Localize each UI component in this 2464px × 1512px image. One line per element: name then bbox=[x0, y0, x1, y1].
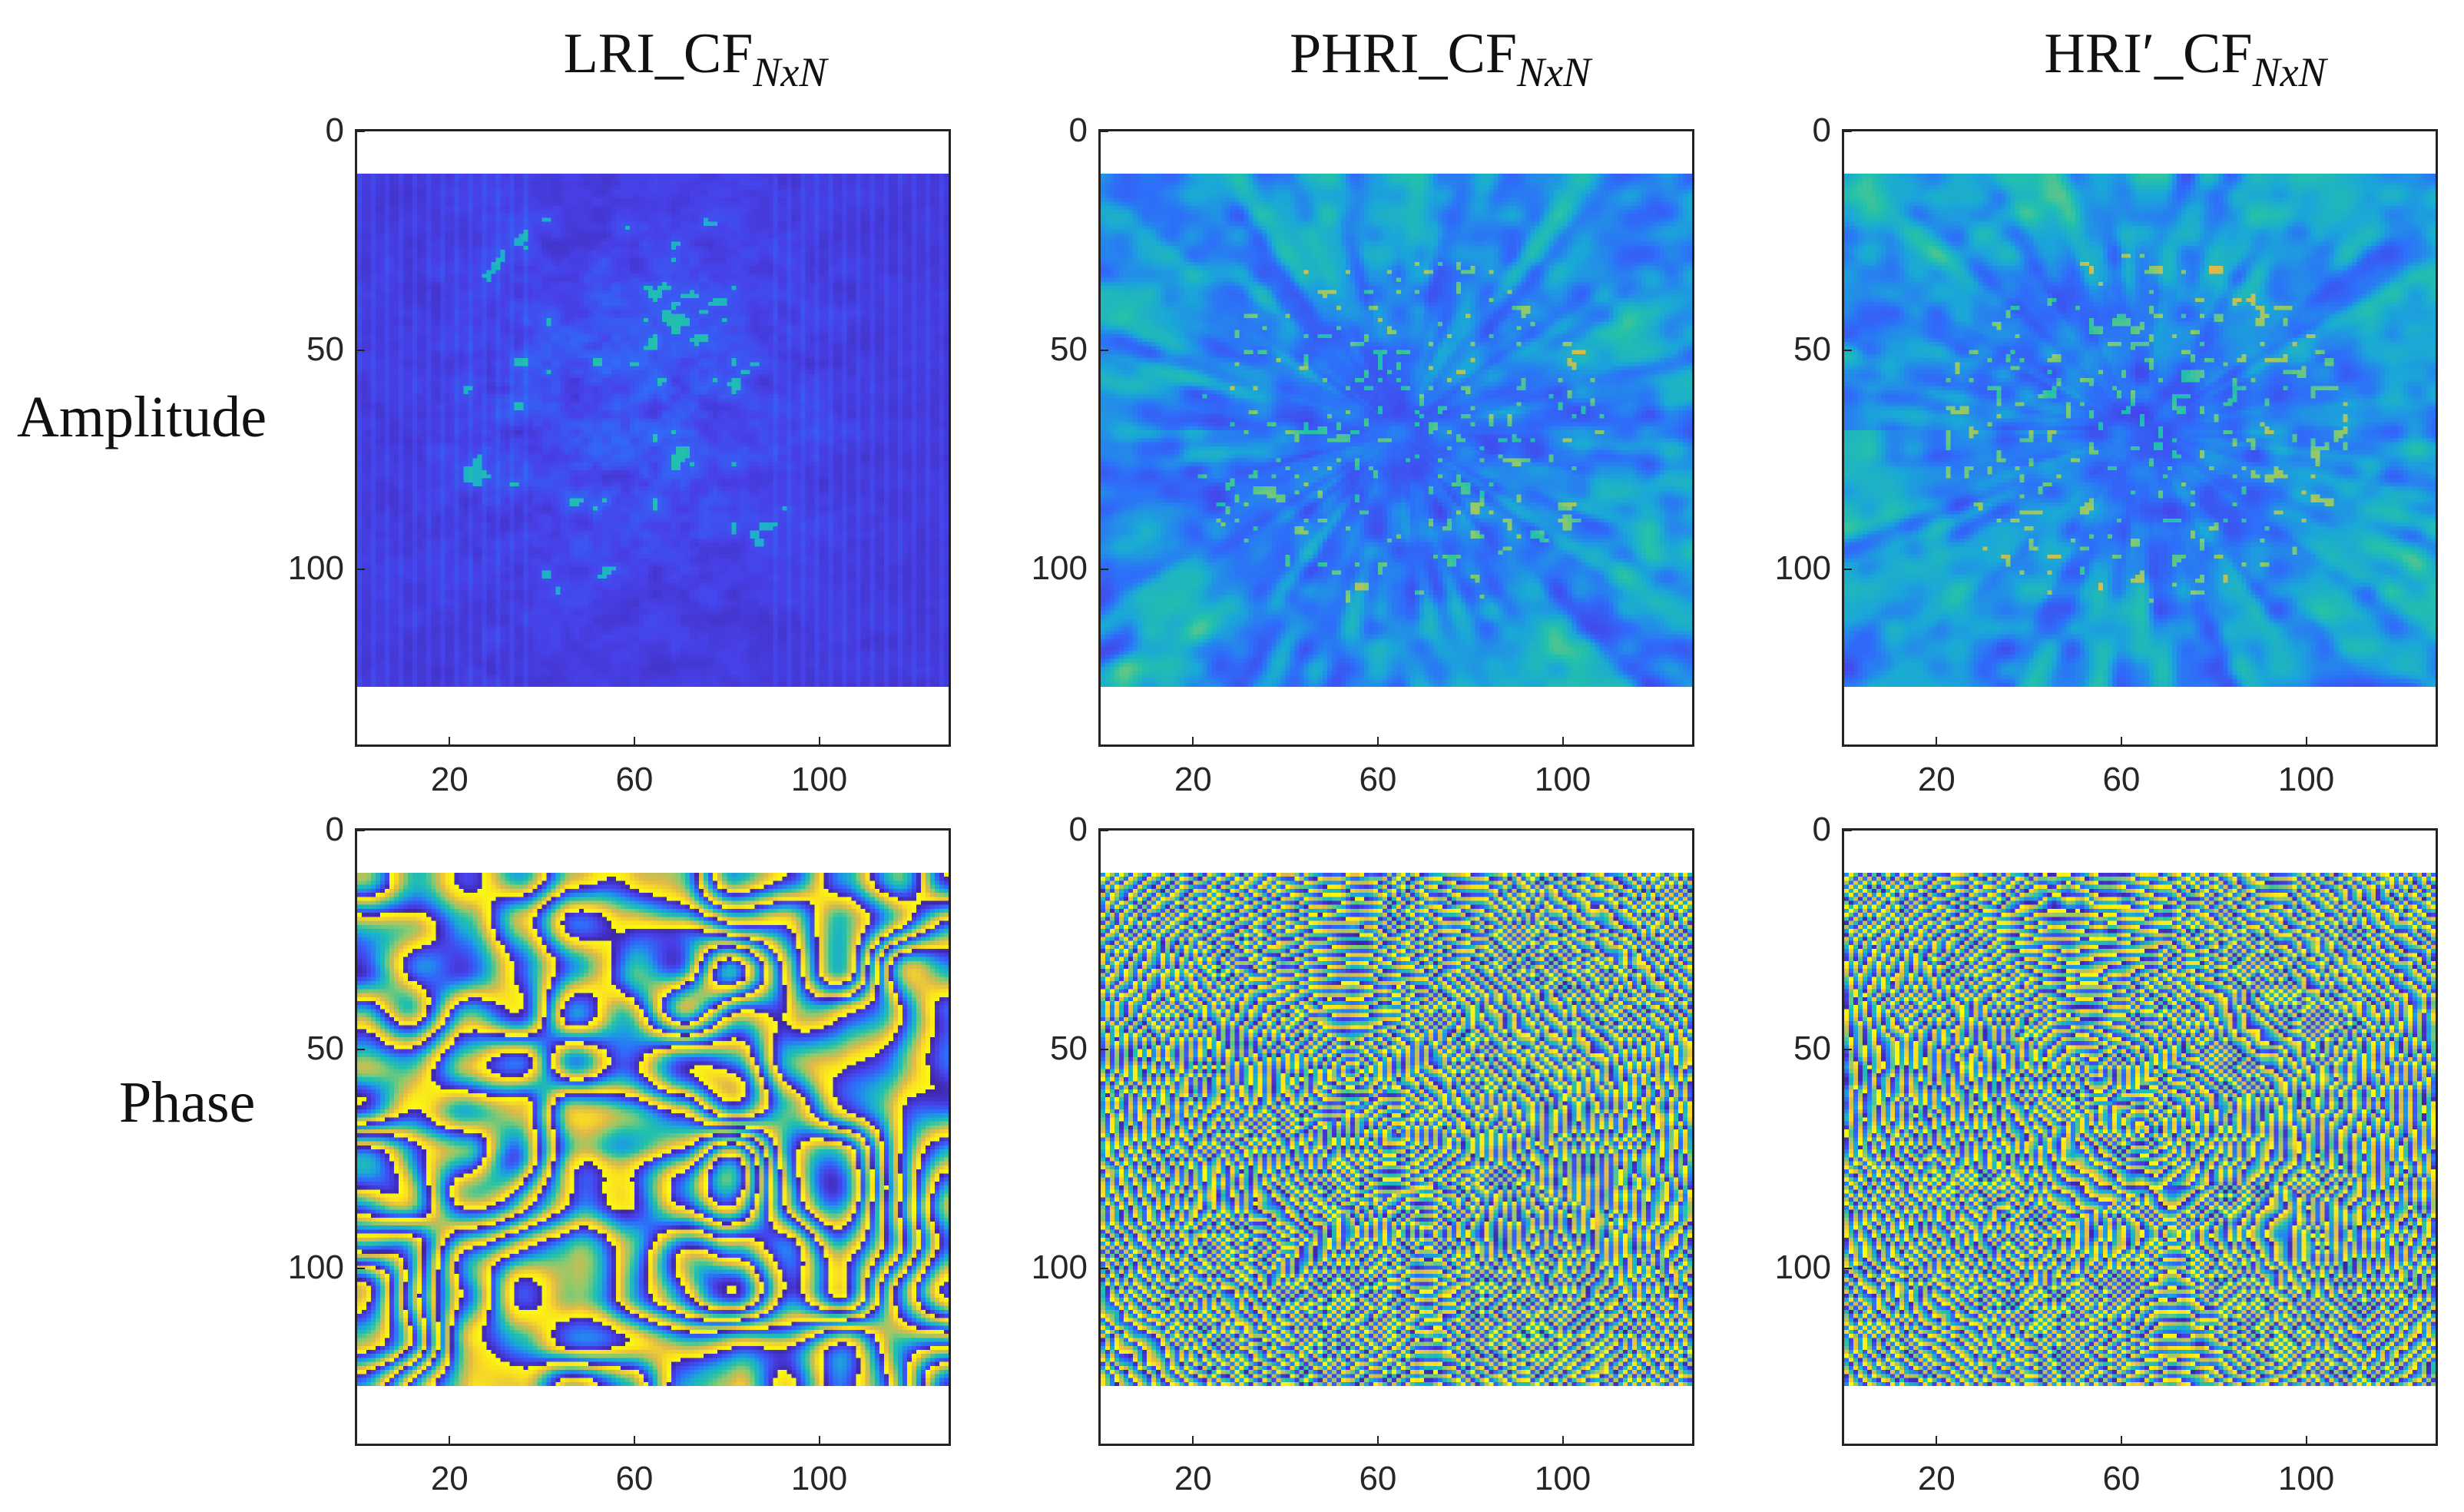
y-tick-mark bbox=[1844, 1268, 1852, 1269]
x-tick-label: 100 bbox=[1534, 1460, 1591, 1497]
heatmap-image bbox=[357, 174, 949, 687]
x-tick-mark bbox=[818, 1436, 820, 1444]
heatmap-panel-phase-3 bbox=[1842, 828, 2438, 1446]
heatmap-panel-phase-2 bbox=[1098, 828, 1694, 1446]
x-tick-mark bbox=[818, 737, 820, 744]
x-tick-label: 100 bbox=[2277, 1460, 2335, 1497]
y-tick-label: 0 bbox=[1812, 811, 1831, 848]
x-tick-mark bbox=[2120, 737, 2122, 744]
x-tick-mark bbox=[2120, 1436, 2122, 1444]
x-tick-mark bbox=[2305, 1436, 2307, 1444]
x-tick-mark bbox=[1562, 1436, 1564, 1444]
y-tick-mark bbox=[357, 1268, 365, 1269]
y-tick-label: 100 bbox=[287, 549, 344, 587]
column-title-lri: LRI_CFNxN bbox=[563, 22, 827, 95]
y-tick-label: 100 bbox=[1031, 549, 1088, 587]
heatmap-panel-amplitude-1 bbox=[355, 129, 951, 747]
x-tick-label: 20 bbox=[430, 1460, 469, 1497]
x-tick-label: 100 bbox=[790, 1460, 848, 1497]
y-tick-mark bbox=[1844, 569, 1852, 570]
x-tick-label: 20 bbox=[430, 761, 469, 798]
column-title-phri-main: PHRI_CF bbox=[1289, 22, 1518, 85]
y-tick-mark bbox=[1101, 830, 1108, 831]
y-tick-mark bbox=[357, 350, 365, 351]
column-title-lri-main: LRI_CF bbox=[563, 22, 753, 85]
y-tick-mark bbox=[1101, 350, 1108, 351]
x-tick-mark bbox=[633, 737, 635, 744]
x-tick-label: 20 bbox=[1174, 1460, 1212, 1497]
heatmap-image bbox=[1844, 873, 2436, 1386]
column-title-hri-sub: NxN bbox=[2252, 49, 2327, 95]
y-tick-label: 50 bbox=[1793, 330, 1831, 368]
y-tick-mark bbox=[1101, 1049, 1108, 1050]
x-tick-mark bbox=[1376, 1436, 1379, 1444]
x-tick-label: 60 bbox=[615, 761, 654, 798]
y-tick-label: 100 bbox=[1774, 1248, 1831, 1286]
y-tick-mark bbox=[1844, 1049, 1852, 1050]
x-tick-mark bbox=[1376, 737, 1379, 744]
x-tick-mark bbox=[2305, 737, 2307, 744]
y-tick-mark bbox=[357, 1049, 365, 1050]
x-tick-label: 60 bbox=[2102, 761, 2141, 798]
column-title-lri-sub: NxN bbox=[753, 49, 827, 95]
column-title-hri: HRI′_CFNxN bbox=[2044, 22, 2326, 95]
heatmap-panel-amplitude-2 bbox=[1098, 129, 1694, 747]
y-tick-label: 100 bbox=[1031, 1248, 1088, 1286]
column-title-phri: PHRI_CFNxN bbox=[1289, 22, 1591, 95]
x-tick-label: 20 bbox=[1174, 761, 1212, 798]
y-tick-label: 100 bbox=[1774, 549, 1831, 587]
y-tick-mark bbox=[357, 830, 365, 831]
y-tick-mark bbox=[1101, 1268, 1108, 1269]
y-tick-mark bbox=[1101, 569, 1108, 570]
y-tick-label: 100 bbox=[287, 1248, 344, 1286]
x-tick-label: 60 bbox=[615, 1460, 654, 1497]
y-tick-label: 0 bbox=[325, 811, 344, 848]
x-tick-mark bbox=[449, 737, 451, 744]
x-tick-label: 60 bbox=[2102, 1460, 2141, 1497]
y-tick-mark bbox=[1844, 131, 1852, 132]
row-label-amplitude: Amplitude bbox=[17, 385, 267, 449]
x-tick-label: 60 bbox=[1359, 1460, 1397, 1497]
column-title-hri-main: HRI′_CF bbox=[2044, 22, 2253, 85]
y-tick-mark bbox=[1844, 350, 1852, 351]
y-tick-mark bbox=[1101, 131, 1108, 132]
heatmap-image bbox=[1101, 873, 1692, 1386]
x-tick-label: 20 bbox=[1917, 761, 1956, 798]
y-tick-label: 0 bbox=[1812, 111, 1831, 149]
x-tick-label: 100 bbox=[1534, 761, 1591, 798]
y-tick-mark bbox=[1844, 830, 1852, 831]
heatmap-image bbox=[1101, 174, 1692, 687]
heatmap-image bbox=[1844, 174, 2436, 687]
x-tick-mark bbox=[1192, 1436, 1194, 1444]
row-label-phase: Phase bbox=[119, 1070, 256, 1135]
x-tick-label: 60 bbox=[1359, 761, 1397, 798]
y-tick-label: 0 bbox=[325, 111, 344, 149]
x-tick-label: 20 bbox=[1917, 1460, 1956, 1497]
y-tick-label: 50 bbox=[1050, 1030, 1088, 1067]
y-tick-label: 50 bbox=[1050, 330, 1088, 368]
y-tick-label: 50 bbox=[1793, 1030, 1831, 1067]
y-tick-label: 50 bbox=[306, 1030, 344, 1067]
x-tick-mark bbox=[1562, 737, 1564, 744]
x-tick-mark bbox=[1936, 737, 1938, 744]
x-tick-label: 100 bbox=[2277, 761, 2335, 798]
x-tick-mark bbox=[1192, 737, 1194, 744]
column-title-phri-sub: NxN bbox=[1517, 49, 1591, 95]
heatmap-image bbox=[357, 873, 949, 1386]
x-tick-mark bbox=[1936, 1436, 1938, 1444]
heatmap-panel-amplitude-3 bbox=[1842, 129, 2438, 747]
x-tick-label: 100 bbox=[790, 761, 848, 798]
x-tick-mark bbox=[449, 1436, 451, 1444]
y-tick-label: 0 bbox=[1068, 811, 1088, 848]
x-tick-mark bbox=[633, 1436, 635, 1444]
y-tick-mark bbox=[357, 131, 365, 132]
heatmap-panel-phase-1 bbox=[355, 828, 951, 1446]
y-tick-label: 0 bbox=[1068, 111, 1088, 149]
y-tick-label: 50 bbox=[306, 330, 344, 368]
y-tick-mark bbox=[357, 569, 365, 570]
